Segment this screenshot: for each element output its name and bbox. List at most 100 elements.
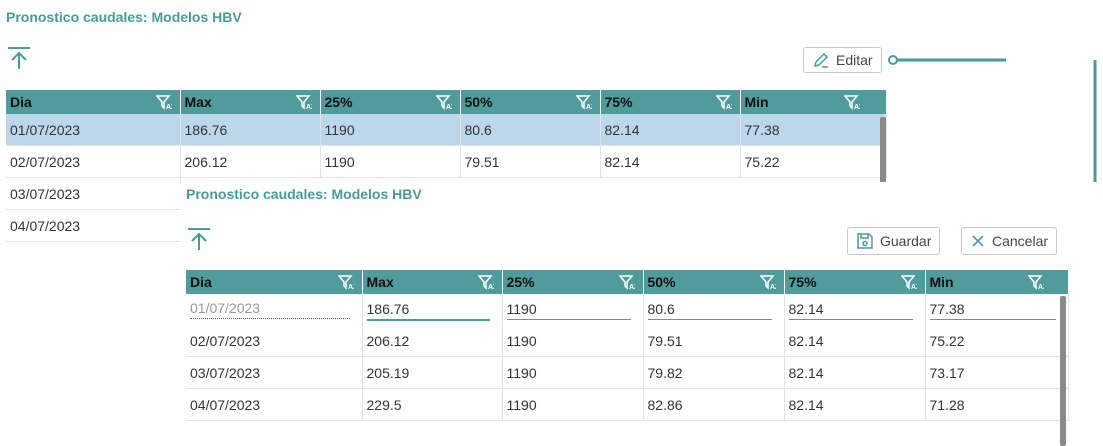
cell-25[interactable]: 1190 — [320, 114, 461, 146]
cell-dia[interactable]: 01/07/2023 — [6, 114, 181, 146]
svg-text:AZ: AZ — [306, 104, 312, 110]
cell-min[interactable]: 73.17 — [925, 356, 1069, 389]
table-row[interactable]: 01/07/2023 186.76 1190 80.6 82.14 77.38 — [6, 114, 887, 146]
cell-dia[interactable]: 02/07/2023 — [6, 145, 181, 178]
svg-text:AZ: AZ — [166, 104, 172, 110]
export-icon-bottom[interactable] — [186, 226, 214, 254]
cell-dia[interactable]: 04/07/2023 — [186, 388, 363, 421]
pencil-icon — [813, 52, 829, 68]
cell-50[interactable]: 79.82 — [643, 356, 785, 389]
svg-text:AZ: AZ — [726, 104, 732, 110]
cell-min[interactable]: 75.22 — [740, 145, 887, 178]
column-header-25[interactable]: 25%AZ — [320, 90, 461, 114]
cell-dia[interactable]: 03/07/2023 — [6, 177, 181, 210]
svg-text:AZ: AZ — [488, 284, 494, 290]
cell-max[interactable]: 229.5 — [362, 388, 503, 421]
filter-icon[interactable]: AZ — [714, 94, 736, 113]
cell-max[interactable]: 205.19 — [362, 356, 503, 389]
cell-min[interactable]: 77.38 — [740, 114, 887, 146]
cell-max[interactable]: 206.12 — [180, 145, 321, 178]
cell-dia[interactable]: 02/07/2023 — [186, 325, 363, 357]
scrollbar-top[interactable] — [880, 117, 886, 183]
cell-25[interactable]: 1190 — [502, 388, 644, 421]
cell-50[interactable]: 82.86 — [643, 388, 785, 421]
cancel-button[interactable]: Cancelar — [961, 227, 1058, 255]
cell-max[interactable]: 186.76 — [180, 114, 321, 146]
cell-min[interactable]: 71.28 — [925, 388, 1069, 421]
svg-text:AZ: AZ — [911, 284, 917, 290]
column-header-min[interactable]: MinAZ — [925, 270, 1069, 294]
table-row[interactable]: 02/07/2023 206.12 1190 79.51 82.14 75.22 — [6, 145, 887, 178]
p50-input[interactable] — [647, 299, 772, 320]
close-icon — [972, 235, 984, 247]
column-header-max[interactable]: MaxAZ — [180, 90, 321, 114]
cell-50[interactable]: 80.6 — [460, 114, 601, 146]
edit-panel: Pronostico caudales: Modelos HBV Guardar… — [180, 182, 1103, 446]
filter-icon[interactable]: AZ — [574, 94, 596, 113]
column-header-dia[interactable]: DiaAZ — [6, 90, 181, 114]
filter-icon[interactable]: AZ — [476, 274, 498, 293]
cell-25[interactable]: 1190 — [502, 325, 644, 357]
cell-75[interactable]: 82.14 — [600, 145, 741, 178]
data-table-top: DiaAZ MaxAZ 25%AZ 50%AZ 75%AZ MinAZ 01/0… — [6, 90, 887, 242]
cell-75[interactable]: 82.14 — [784, 388, 926, 421]
column-header-dia[interactable]: DiaAZ — [186, 270, 363, 294]
p25-input[interactable] — [506, 299, 631, 320]
filter-icon[interactable]: AZ — [899, 274, 921, 293]
edit-button-label: Editar — [836, 52, 873, 68]
svg-text:AZ: AZ — [629, 284, 635, 290]
max-input[interactable] — [366, 298, 490, 321]
column-header-25[interactable]: 25%AZ — [502, 270, 644, 294]
column-header-50[interactable]: 50%AZ — [460, 90, 601, 114]
table-row[interactable]: 03/07/2023 205.19 1190 79.82 82.14 73.17 — [186, 356, 1069, 389]
connector-line — [888, 55, 1006, 65]
min-input[interactable] — [929, 299, 1056, 320]
cancel-button-label: Cancelar — [992, 233, 1049, 249]
svg-text:AZ: AZ — [854, 104, 860, 110]
cell-25[interactable]: 1190 — [502, 356, 644, 389]
table-header-row: DiaAZ MaxAZ 25%AZ 50%AZ 75%AZ MinAZ — [6, 90, 887, 114]
table-row[interactable]: 04/07/2023 — [6, 209, 886, 242]
edit-button[interactable]: Editar — [803, 47, 882, 73]
table-row[interactable]: 02/07/2023 206.12 1190 79.51 82.14 75.22 — [186, 325, 1069, 357]
table-header-row: DiaAZ MaxAZ 25%AZ 50%AZ 75%AZ MinAZ — [186, 270, 1069, 294]
table-row-editing[interactable]: 01/07/2023 — [186, 294, 1069, 325]
column-header-50[interactable]: 50%AZ — [643, 270, 785, 294]
cell-min[interactable]: 75.22 — [925, 325, 1069, 357]
filter-icon[interactable]: AZ — [758, 274, 780, 293]
page-title-top: Pronostico caudales: Modelos HBV — [6, 9, 242, 25]
filter-icon[interactable]: AZ — [434, 94, 456, 113]
cell-50[interactable]: 79.51 — [643, 325, 785, 357]
export-icon-top[interactable] — [6, 45, 34, 73]
data-table-bottom: DiaAZ MaxAZ 25%AZ 50%AZ 75%AZ MinAZ 01/0… — [186, 270, 1069, 446]
cell-50[interactable]: 79.51 — [460, 145, 601, 178]
cell-25[interactable]: 1190 — [320, 145, 461, 178]
filter-icon[interactable]: AZ — [154, 94, 176, 113]
column-header-75[interactable]: 75%AZ — [784, 270, 926, 294]
save-button-label: Guardar — [880, 233, 932, 249]
cell-dia[interactable]: 04/07/2023 — [6, 209, 181, 242]
column-header-min[interactable]: MinAZ — [740, 90, 887, 114]
filter-icon[interactable]: AZ — [617, 274, 639, 293]
svg-text:AZ: AZ — [586, 104, 592, 110]
filter-icon[interactable]: AZ — [1026, 274, 1048, 293]
save-button[interactable]: Guardar — [847, 227, 941, 255]
p75-input[interactable] — [788, 299, 913, 320]
filter-icon[interactable]: AZ — [842, 94, 864, 113]
scrollbar-bottom[interactable] — [1060, 296, 1066, 446]
cell-max[interactable]: 206.12 — [362, 325, 503, 357]
table-row[interactable]: 04/07/2023 229.5 1190 82.86 82.14 71.28 — [186, 388, 1069, 421]
filter-icon[interactable]: AZ — [294, 94, 316, 113]
column-header-max[interactable]: MaxAZ — [362, 270, 503, 294]
table-row[interactable]: 03/07/2023 — [6, 177, 886, 210]
cell-75[interactable]: 82.14 — [784, 325, 926, 357]
cell-75[interactable]: 82.14 — [784, 356, 926, 389]
svg-text:AZ: AZ — [770, 284, 776, 290]
filter-icon[interactable]: AZ — [336, 274, 358, 293]
column-header-75[interactable]: 75%AZ — [600, 90, 741, 114]
page-title-bottom: Pronostico caudales: Modelos HBV — [186, 186, 422, 202]
svg-text:AZ: AZ — [348, 284, 354, 290]
cell-75[interactable]: 82.14 — [600, 114, 741, 146]
cell-dia[interactable]: 03/07/2023 — [186, 356, 363, 389]
cell-dia-readonly: 01/07/2023 — [190, 300, 350, 319]
